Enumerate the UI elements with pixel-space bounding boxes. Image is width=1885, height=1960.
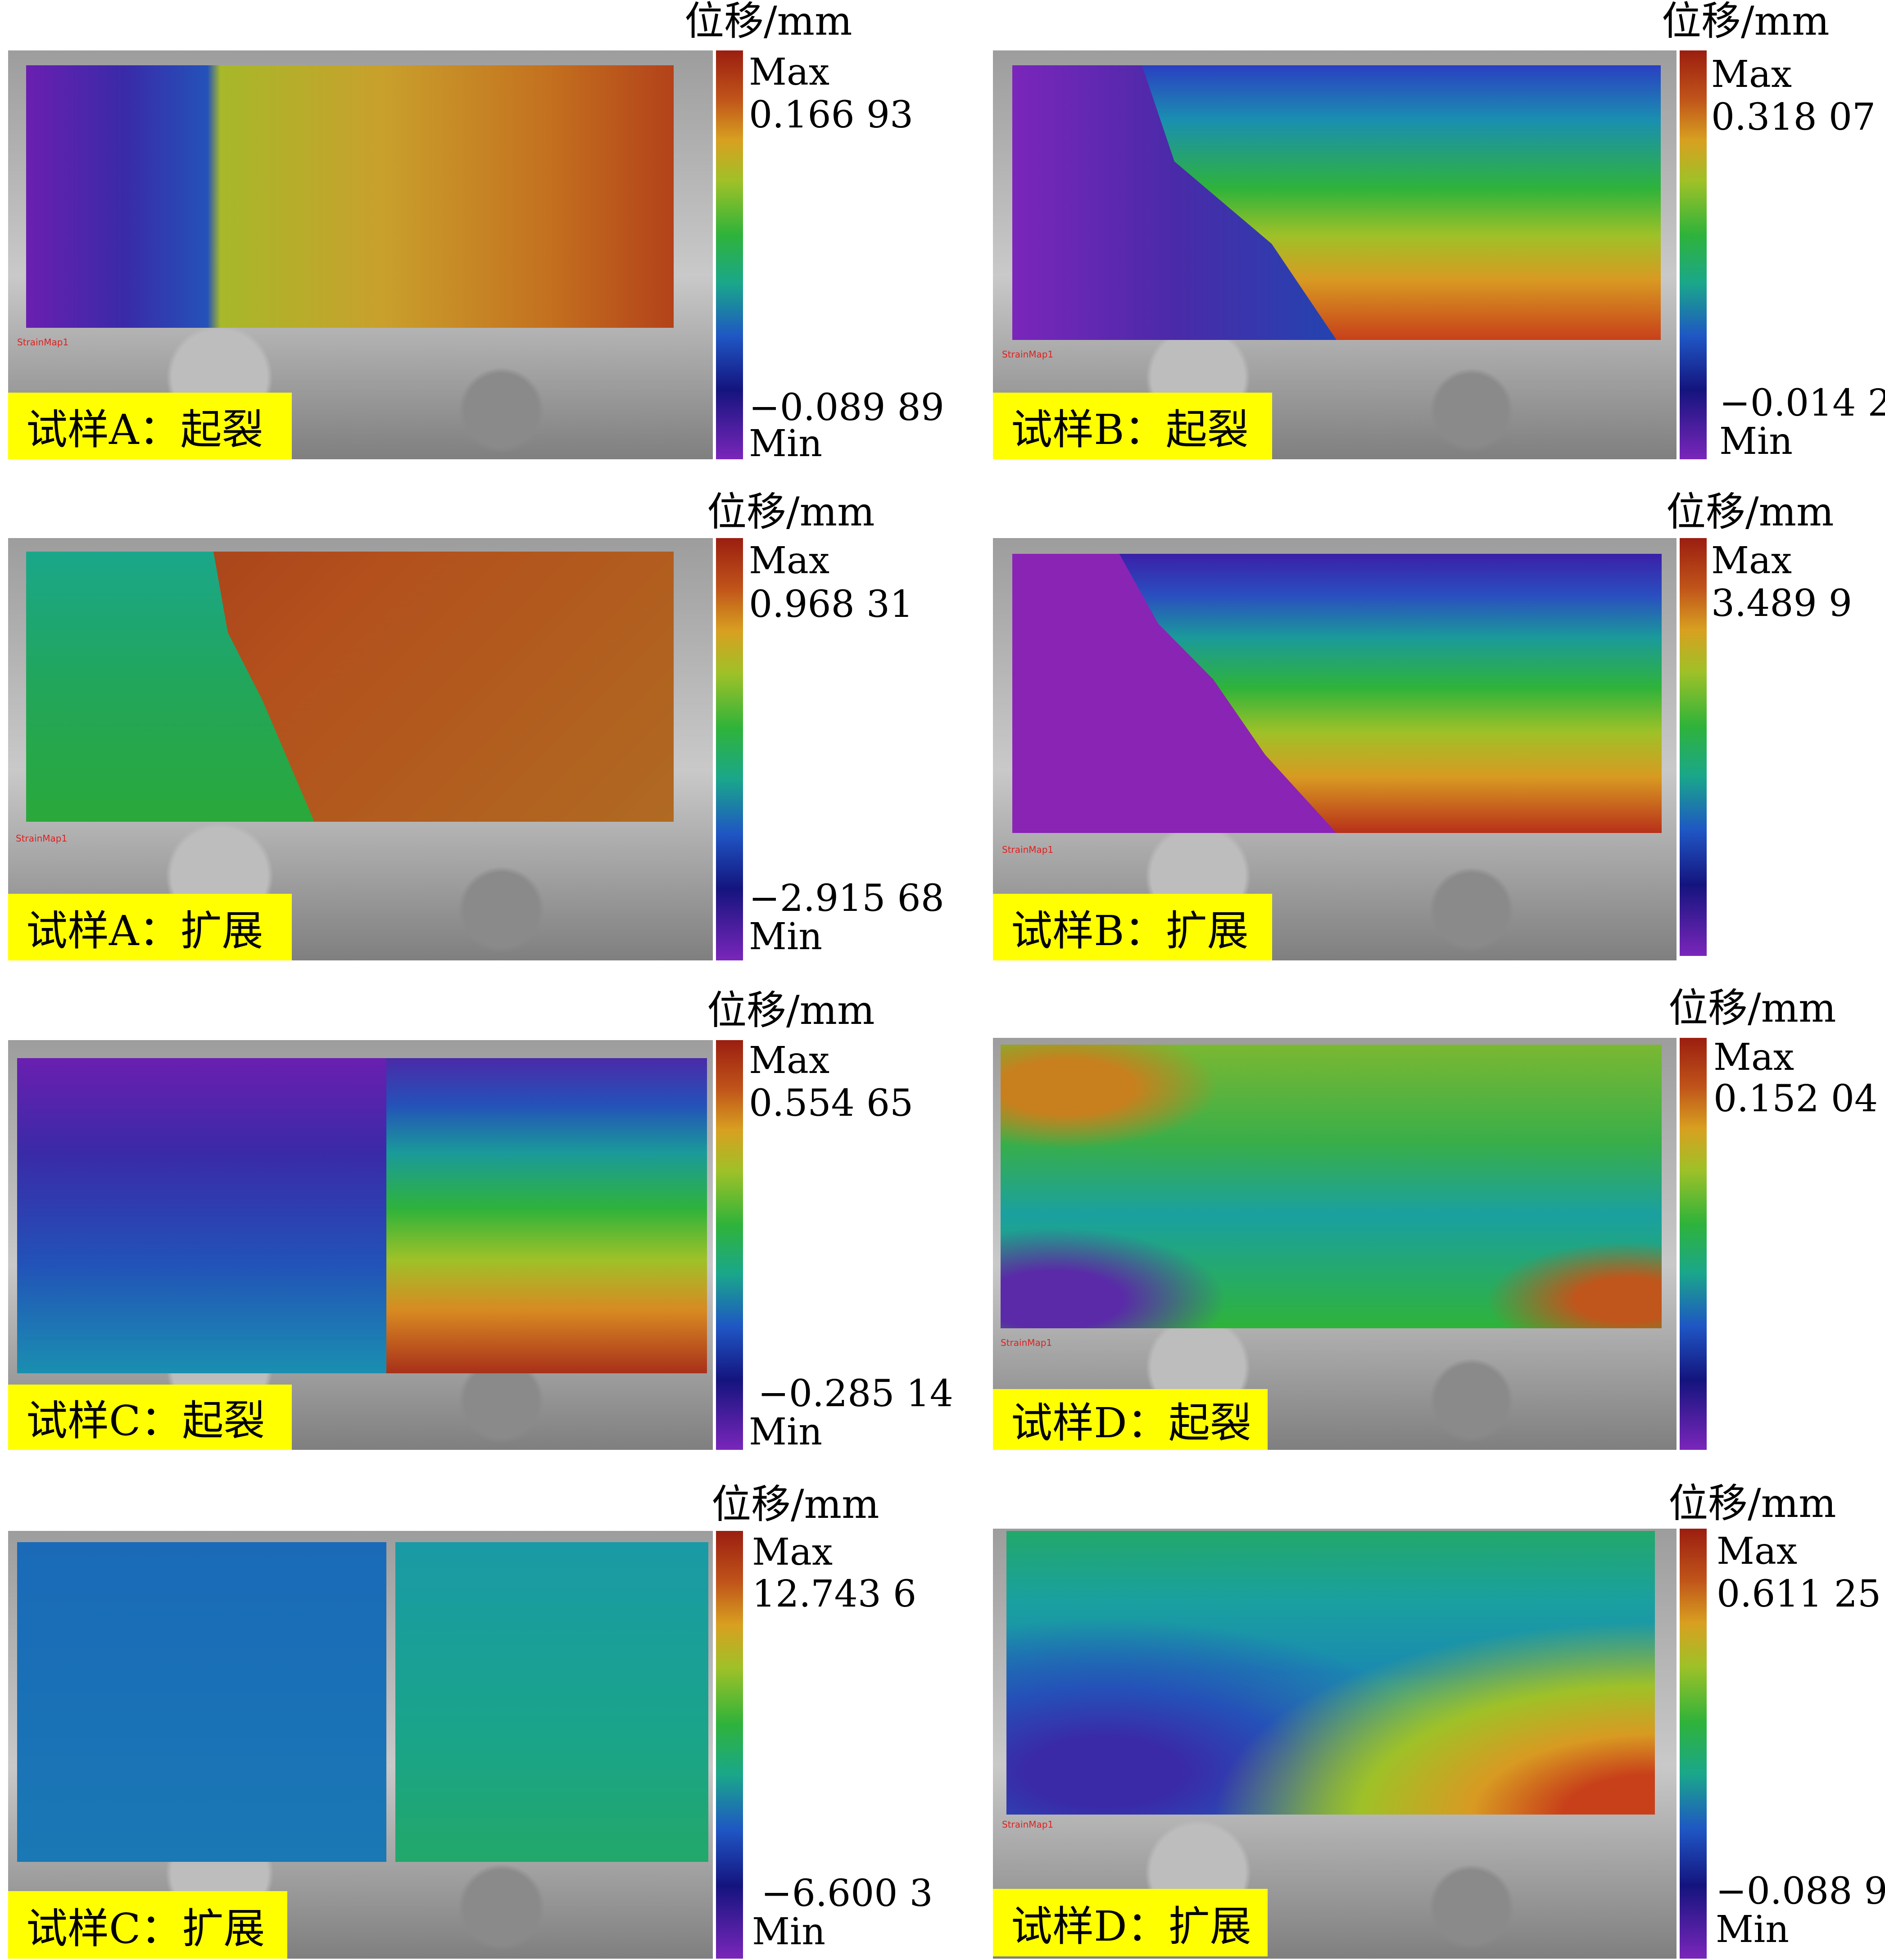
- min-label-a2: Min: [749, 915, 822, 958]
- specimen-label-d1: 试样D：起裂: [993, 1389, 1268, 1450]
- max-label-a2: Max: [749, 539, 830, 582]
- displacement-field-a1: [26, 65, 674, 328]
- unit-label-c2: 位移/mm: [711, 1481, 879, 1527]
- max-value-d2: 0.611 251: [1717, 1573, 1885, 1616]
- colorbar-b2: [1680, 538, 1707, 956]
- unit-label-d2: 位移/mm: [1668, 1480, 1836, 1526]
- displacement-field-c2-left: [17, 1542, 386, 1862]
- colorbar-c2: [716, 1531, 743, 1959]
- strain-map-label: StrainMap1: [1002, 1819, 1054, 1830]
- strain-map-label: StrainMap1: [17, 337, 69, 348]
- max-value-d1: 0.152 04: [1713, 1077, 1878, 1120]
- specimen-label-c1: 试样C：起裂: [8, 1385, 292, 1450]
- unit-label-a1: 位移/mm: [684, 0, 852, 44]
- unit-label-b1: 位移/mm: [1662, 0, 1830, 44]
- max-value-a2: 0.968 31: [749, 583, 914, 626]
- strain-map-label: StrainMap1: [1002, 844, 1054, 855]
- specimen-label-b2: 试样B：扩展: [993, 894, 1272, 960]
- strain-map-label: StrainMap1: [1001, 1337, 1052, 1348]
- colorbar-b1: [1680, 50, 1707, 459]
- max-label-b1: Max: [1711, 53, 1792, 96]
- min-value-a2: −2.915 68: [749, 877, 944, 920]
- displacement-field-d1: [1001, 1045, 1662, 1328]
- unit-label-b2: 位移/mm: [1666, 489, 1834, 535]
- specimen-label-a2: 试样A：扩展: [8, 894, 292, 960]
- max-label-c1: Max: [749, 1039, 830, 1082]
- min-label-d2: Min: [1716, 1908, 1789, 1951]
- max-label-d1: Max: [1713, 1036, 1794, 1079]
- specimen-label-d2: 试样D：扩展: [993, 1889, 1268, 1956]
- min-label-a1: Min: [749, 422, 822, 465]
- min-label-c2: Min: [752, 1910, 825, 1953]
- max-value-a1: 0.166 93: [749, 94, 914, 136]
- strain-map-label: StrainMap1: [16, 833, 68, 844]
- colorbar-d2: [1680, 1529, 1707, 1959]
- unit-label-a2: 位移/mm: [707, 489, 875, 535]
- specimen-label-b1: 试样B：起裂: [993, 393, 1272, 459]
- max-value-c2: 12.743 6: [752, 1573, 917, 1616]
- specimen-label-c2: 试样C：扩展: [8, 1891, 287, 1959]
- specimen-label-a1: 试样A：起裂: [8, 393, 292, 459]
- min-value-d2: −0.088 92: [1716, 1870, 1885, 1913]
- max-value-b2: 3.489 9: [1711, 582, 1852, 625]
- displacement-field-c1-left: [17, 1058, 386, 1373]
- min-value-c1: −0.285 14: [758, 1372, 953, 1415]
- min-label-b1: Min: [1719, 420, 1793, 463]
- max-label-d2: Max: [1717, 1530, 1798, 1573]
- displacement-field-c1-right: [386, 1058, 707, 1373]
- colorbar-c1: [716, 1040, 743, 1450]
- displacement-field-d2: [1006, 1531, 1655, 1815]
- min-value-b1: −0.014 28: [1719, 382, 1885, 425]
- min-label-c1: Min: [749, 1411, 822, 1453]
- strain-map-label: StrainMap1: [1002, 349, 1054, 360]
- colorbar-a2: [716, 538, 743, 960]
- unit-label-c1: 位移/mm: [707, 987, 875, 1033]
- colorbar-d1: [1680, 1038, 1707, 1450]
- min-value-c2: −6.600 3: [761, 1872, 933, 1915]
- max-value-b1: 0.318 07: [1711, 96, 1876, 139]
- unit-label-d1: 位移/mm: [1668, 985, 1836, 1031]
- max-label-c2: Max: [752, 1531, 833, 1574]
- colorbar-a1: [716, 50, 743, 459]
- max-label-b2: Max: [1711, 539, 1792, 582]
- displacement-field-c2-right: [395, 1542, 708, 1862]
- max-label-a1: Max: [749, 51, 830, 94]
- max-value-c1: 0.554 65: [749, 1082, 914, 1125]
- min-value-a1: −0.089 89: [749, 386, 944, 429]
